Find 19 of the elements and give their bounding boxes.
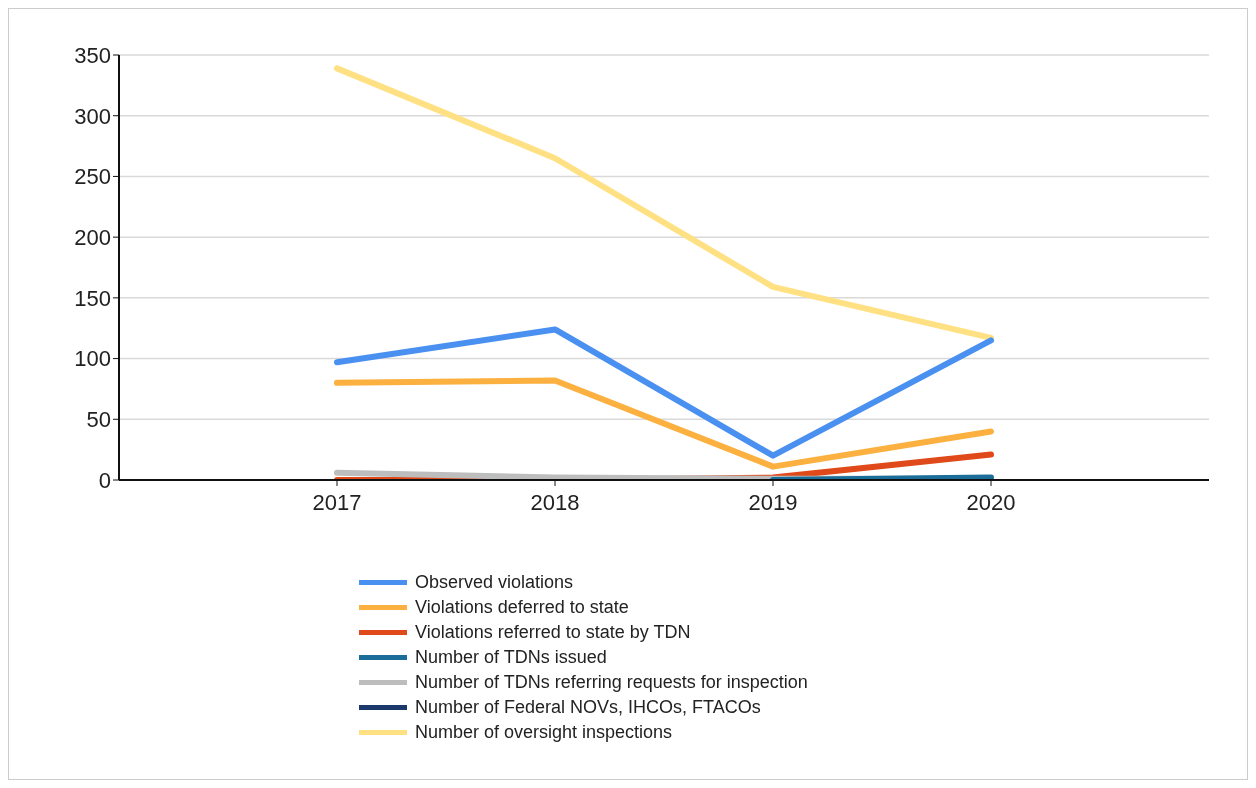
legend-label: Number of TDNs issued [415,647,607,668]
y-tick-label: 300 [74,103,111,129]
y-tick-label: 150 [74,285,111,311]
legend-label: Violations deferred to state [415,597,629,618]
x-tick-label: 2017 [312,489,362,515]
y-tick-label: 0 [98,467,111,493]
y-tick-label: 100 [74,346,111,372]
y-tick-label: 350 [74,42,111,68]
legend-label: Violations referred to state by TDN [415,622,691,643]
legend-label: Number of TDNs referring requests for inspection [415,672,808,693]
x-tick-label: 2020 [966,489,1016,515]
legend-label: Observed violations [415,572,574,593]
x-tick-label: 2019 [748,489,798,515]
y-tick-label: 250 [74,164,111,190]
legend-label: Number of oversight inspections [415,722,673,743]
y-tick-label: 200 [74,224,111,250]
x-tick-label: 2018 [530,489,580,515]
legend-label: Number of Federal NOVs, IHCOs, FTACOs [415,697,761,718]
y-tick-label: 50 [86,407,111,433]
